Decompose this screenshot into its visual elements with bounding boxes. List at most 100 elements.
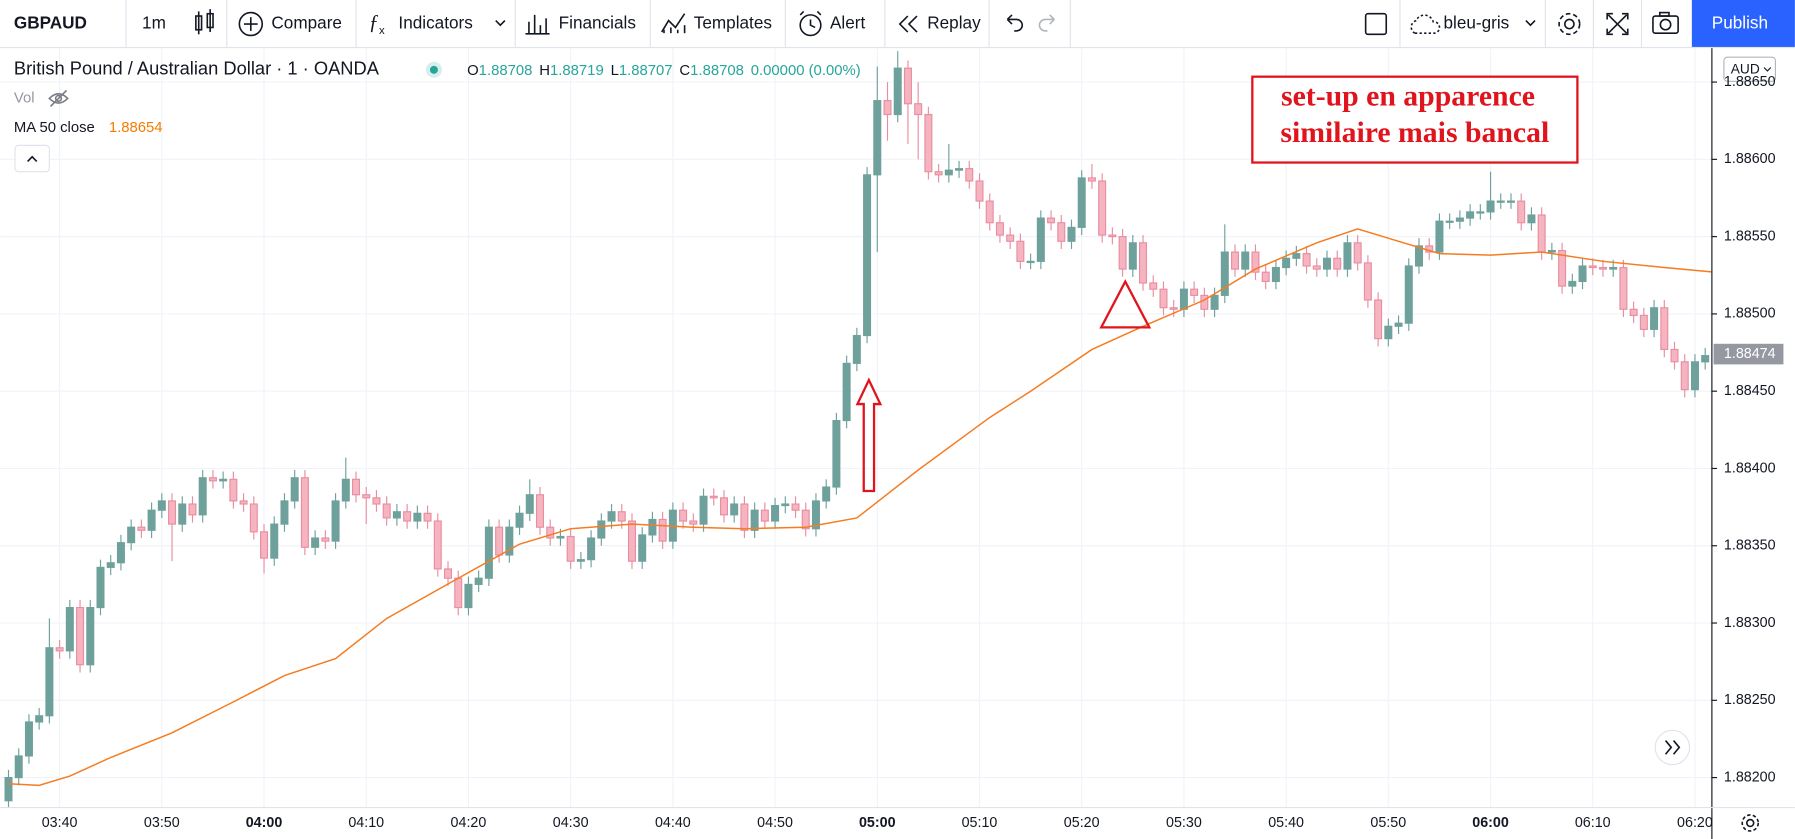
ohlc-key: L — [611, 63, 619, 79]
candle-body — [1343, 242, 1352, 270]
indicators[interactable]: Indicators — [398, 13, 472, 33]
last-price-box — [1713, 343, 1784, 365]
candle-body — [1353, 242, 1362, 264]
publish[interactable]: Publish — [1712, 13, 1768, 33]
hidden-icon[interactable] — [48, 89, 69, 108]
candle-body — [1282, 257, 1291, 269]
financials[interactable]: Financials — [559, 13, 636, 33]
candle-body — [995, 222, 1004, 236]
candle-body — [1701, 355, 1710, 363]
legend: British Pound / Australian Dollar · 1 · … — [14, 58, 861, 173]
candle-body — [1118, 236, 1127, 270]
candle-body — [975, 180, 984, 202]
candle-body — [1179, 288, 1188, 310]
candle-body — [1047, 217, 1056, 224]
layout-name[interactable]: bleu-gris — [1443, 13, 1509, 33]
candle-body — [147, 509, 156, 531]
x-tick-label: 05:50 — [1370, 815, 1406, 831]
chevron[interactable] — [495, 20, 506, 27]
y-tick-label: 1.88200 — [1724, 769, 1776, 785]
candle-body — [1159, 288, 1168, 309]
undo-icon[interactable] — [1006, 14, 1024, 32]
cloud-icon[interactable] — [1410, 14, 1441, 34]
candle-body — [842, 362, 851, 422]
candle-body — [454, 577, 463, 609]
replay-icon[interactable] — [898, 15, 918, 33]
candle-body — [1414, 245, 1424, 267]
candle-body — [1067, 226, 1076, 242]
candle-body — [208, 477, 217, 482]
candle-body — [116, 542, 125, 564]
y-tick-label: 1.88500 — [1724, 306, 1776, 322]
candle-body — [944, 169, 953, 176]
candle-body — [1639, 314, 1648, 330]
currency-box[interactable] — [1723, 56, 1776, 82]
replay[interactable]: Replay — [927, 13, 981, 33]
alert-icon[interactable] — [799, 10, 822, 37]
settings-icon[interactable] — [1558, 12, 1581, 36]
axis-settings-icon[interactable] — [1741, 814, 1760, 832]
candle-body — [55, 647, 64, 652]
y-tick-label: 1.88400 — [1724, 460, 1776, 476]
candle-body — [1026, 260, 1035, 264]
candle-body — [1333, 257, 1342, 270]
collapse-icon[interactable] — [27, 155, 38, 162]
candle-body — [1445, 220, 1454, 223]
candle-body — [617, 511, 626, 522]
scroll-right-icon[interactable] — [1664, 740, 1681, 755]
candle-body — [484, 526, 493, 579]
x-tick-label: 04:40 — [655, 815, 691, 831]
chevron[interactable] — [1763, 67, 1772, 72]
collapse-button[interactable] — [14, 144, 50, 173]
grid — [0, 48, 1712, 807]
candle-body — [198, 477, 207, 516]
snapshot-icon[interactable] — [1652, 11, 1679, 34]
templates[interactable]: Templates — [694, 13, 772, 33]
compare-icon[interactable] — [238, 11, 264, 37]
templates-icon[interactable] — [661, 13, 686, 34]
x-tick-label: 05:30 — [1166, 815, 1202, 831]
candle-body — [403, 511, 412, 522]
candle-body — [464, 583, 473, 609]
ohlc-value: 1.88707 — [619, 63, 673, 79]
currency[interactable]: AUD — [1731, 61, 1760, 76]
layout-icon[interactable] — [1364, 12, 1388, 36]
chevron[interactable] — [1525, 20, 1536, 27]
candle-body — [1323, 257, 1332, 270]
candle-body — [1057, 222, 1066, 242]
candle-body — [280, 500, 289, 525]
candle-body — [811, 500, 820, 530]
compare[interactable]: Compare — [271, 13, 342, 33]
alert[interactable]: Alert — [830, 13, 866, 33]
fx-icon[interactable]: x — [379, 25, 385, 37]
candle-body — [740, 503, 749, 531]
candle-body — [525, 494, 534, 514]
candle-body — [1568, 280, 1577, 287]
candle-body — [1404, 265, 1413, 324]
redo-icon[interactable] — [1038, 14, 1055, 32]
candle-body — [627, 520, 636, 562]
x-tick-label: 05:40 — [1268, 815, 1304, 831]
candle-body — [638, 534, 647, 562]
ohlc-values: O1.88708 H1.88719 L1.88707 C1.88708 0.00000 … — [467, 63, 861, 79]
candle-body — [1210, 294, 1219, 310]
financials-icon[interactable] — [525, 14, 550, 35]
fullscreen-icon[interactable] — [1606, 12, 1629, 36]
scroll-right-button[interactable] — [1654, 729, 1691, 766]
candle-body — [1680, 361, 1689, 391]
candle-body — [587, 537, 596, 561]
publish-button[interactable] — [1691, 0, 1795, 47]
symbol[interactable]: GBPAUD — [14, 13, 87, 33]
chart-type-icon[interactable] — [195, 9, 214, 35]
candle-body — [352, 478, 361, 496]
candle-body — [1619, 266, 1628, 310]
candle-body — [423, 512, 432, 522]
interval[interactable]: 1m — [142, 13, 166, 33]
ohlc-value: 1.88708 — [690, 63, 744, 79]
candle-body — [1476, 211, 1485, 214]
fx-icon[interactable]: ƒ — [369, 12, 379, 34]
candle-body — [300, 477, 309, 548]
candle-body — [474, 577, 483, 585]
x-tick-label: 04:30 — [553, 815, 589, 831]
